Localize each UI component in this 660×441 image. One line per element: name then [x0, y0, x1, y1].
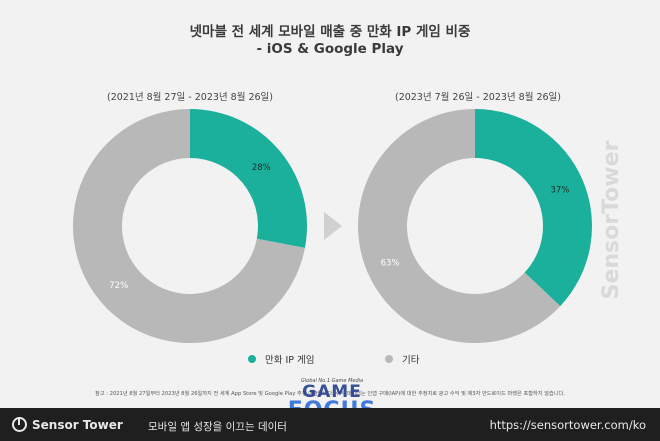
slice-1-1 — [358, 109, 561, 343]
donut-chart-right: 37% 63% — [358, 109, 593, 343]
sensortower-logo-icon — [12, 417, 27, 432]
logo-tagline: Global No.1 Game Media — [300, 378, 364, 384]
slice-1-0 — [475, 109, 593, 307]
footer-brand: Sensor Tower — [12, 417, 123, 432]
footer-tagline: 모바일 앱 성장을 이끄는 데이터 — [148, 421, 287, 433]
chart-subtitle: - iOS & Google Play — [256, 41, 404, 57]
footnote: 참고 : 2021년 8월 27일부터 2023년 8월 26일까지 전 세계 … — [95, 391, 565, 397]
slice-0-1 — [73, 109, 305, 343]
footer-brand-name: Sensor Tower — [32, 417, 123, 432]
legend-item-comic: 만화 IP 게임 — [248, 352, 315, 366]
chevron-right-icon — [324, 212, 342, 240]
logo-game: GAME — [302, 382, 362, 402]
chart-title: 넷마블 전 세계 모바일 매출 중 만화 IP 게임 비중 — [189, 24, 471, 40]
legend-label-comic: 만화 IP 게임 — [265, 355, 315, 366]
slice-label-0-0: 28% — [252, 163, 271, 173]
donut-chart-left: 28% 72% — [73, 109, 308, 343]
sensortower-watermark: SensorTower — [598, 100, 638, 340]
legend-label-other: 기타 — [402, 355, 420, 366]
footer-bar: Sensor Tower 모바일 앱 성장을 이끄는 데이터 https://s… — [0, 408, 660, 441]
legend-swatch-comic — [248, 355, 256, 363]
slice-0-0 — [190, 109, 308, 248]
watermark-text: SensorTower — [599, 140, 624, 299]
slice-label-1-0: 37% — [550, 185, 569, 195]
period-label-left: (2021년 8월 27일 - 2023년 8월 26일) — [106, 92, 274, 103]
legend-swatch-other — [385, 355, 393, 363]
slice-label-0-1: 72% — [109, 281, 128, 291]
legend-item-other: 기타 — [385, 352, 419, 366]
slice-label-1-1: 63% — [381, 259, 400, 269]
footer-url[interactable]: https://sensortower.com/ko — [489, 418, 646, 432]
period-label-right: (2023년 7월 26일 - 2023년 8월 26일) — [394, 92, 562, 103]
